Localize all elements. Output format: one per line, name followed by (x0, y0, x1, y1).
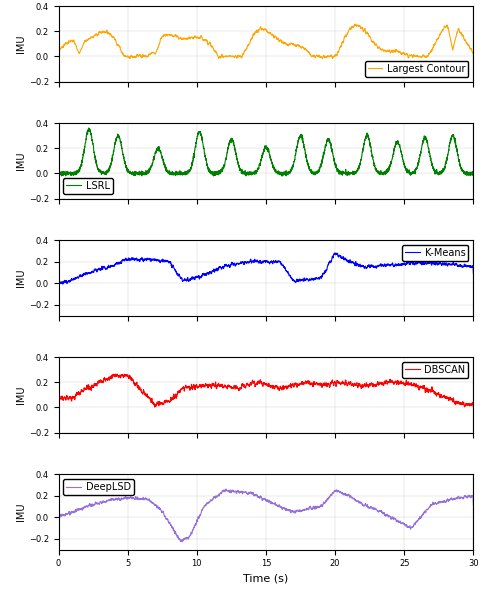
Y-axis label: IMU: IMU (16, 34, 26, 53)
Legend: DBSCAN: DBSCAN (402, 362, 468, 378)
X-axis label: Time (s): Time (s) (244, 574, 288, 584)
Legend: LSRL: LSRL (63, 178, 113, 194)
Y-axis label: IMU: IMU (16, 269, 26, 287)
Y-axis label: IMU: IMU (16, 503, 26, 521)
Y-axis label: IMU: IMU (16, 152, 26, 170)
Legend: Largest Contour: Largest Contour (365, 61, 468, 77)
Legend: K-Means: K-Means (403, 245, 468, 261)
Legend: DeepLSD: DeepLSD (63, 479, 134, 495)
Y-axis label: IMU: IMU (16, 385, 26, 404)
